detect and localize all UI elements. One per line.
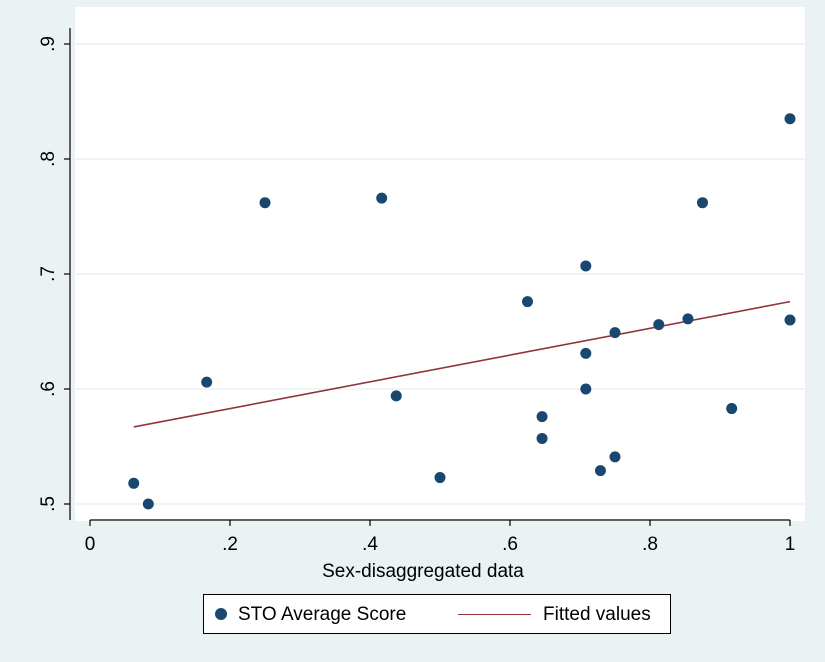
y-tick-label: .6 bbox=[38, 381, 59, 397]
data-point bbox=[376, 192, 388, 204]
data-point bbox=[201, 376, 213, 388]
legend: STO Average Score Fitted values bbox=[203, 594, 671, 634]
x-tick-label: .8 bbox=[642, 534, 658, 555]
data-point bbox=[536, 432, 548, 444]
data-point bbox=[784, 113, 796, 125]
legend-label-fitted: Fitted values bbox=[543, 604, 651, 625]
data-point bbox=[580, 260, 592, 272]
x-tick-label: .6 bbox=[502, 534, 518, 555]
data-point bbox=[128, 477, 140, 489]
fitted-line-layer bbox=[133, 300, 791, 428]
y-tick-label: .8 bbox=[38, 151, 59, 167]
data-point bbox=[594, 465, 606, 477]
y-tick-label: .7 bbox=[38, 266, 59, 282]
legend-label-scatter: STO Average Score bbox=[238, 604, 407, 625]
fitted-line bbox=[133, 300, 791, 428]
data-point bbox=[390, 390, 402, 402]
data-points bbox=[128, 113, 796, 510]
x-tick-label: 1 bbox=[785, 534, 796, 555]
x-tick-label: 0 bbox=[85, 534, 96, 555]
data-point bbox=[682, 313, 694, 325]
data-point bbox=[697, 197, 708, 209]
legend-marker-scatter bbox=[215, 608, 227, 620]
data-point bbox=[609, 327, 621, 339]
x-axis-title: Sex-disaggregated data bbox=[322, 561, 524, 582]
data-point bbox=[434, 472, 446, 484]
axes: .5 .6 .7 .8 .9 0 .2 .4 .6 .8 1 bbox=[38, 28, 795, 555]
y-tick-label: .5 bbox=[38, 496, 59, 512]
legend-marker-fitted-line bbox=[458, 614, 531, 615]
data-point bbox=[726, 403, 738, 415]
data-point bbox=[259, 197, 271, 209]
data-point bbox=[653, 319, 665, 331]
y-tick-label: .9 bbox=[38, 36, 59, 52]
data-point bbox=[522, 296, 533, 308]
gridlines bbox=[70, 43, 805, 505]
data-point bbox=[580, 347, 592, 359]
x-tick-label: .2 bbox=[222, 534, 238, 555]
x-tick-label: .4 bbox=[362, 534, 378, 555]
plot-area bbox=[75, 7, 805, 521]
data-point bbox=[142, 498, 154, 510]
data-point bbox=[609, 451, 621, 463]
data-point bbox=[580, 383, 592, 395]
data-point bbox=[784, 314, 796, 326]
data-point bbox=[536, 411, 548, 423]
